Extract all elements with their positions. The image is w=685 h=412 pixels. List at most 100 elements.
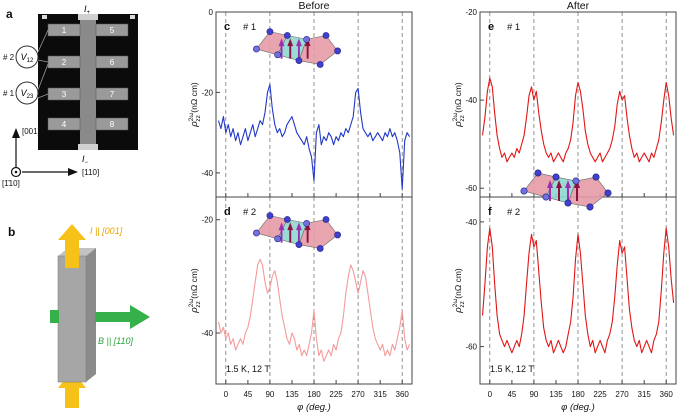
pair-tag-2: # 2 xyxy=(3,53,15,62)
series-e xyxy=(481,77,675,163)
current-in-label: I+ xyxy=(84,4,91,16)
panel-letter-a: a xyxy=(6,7,13,21)
voltmeter-v12-label: V12 xyxy=(21,52,34,64)
electrode-number: 1 xyxy=(62,26,67,35)
sample-label: # 2 xyxy=(243,207,256,218)
panel-letter-e: e xyxy=(488,21,494,33)
panel-a-device: a I+ 1 2 3 4 5 6 7 8 V12 V23 # 2 # 1 I− xyxy=(2,4,138,188)
voltmeter-v23 xyxy=(15,81,39,105)
fiducial-mark xyxy=(130,15,135,19)
electrode-number: 2 xyxy=(62,58,67,67)
panel-letter-f: f xyxy=(488,206,492,218)
x-tick-label: 180 xyxy=(571,390,585,399)
crystal-structure-graphic xyxy=(253,28,341,68)
sample-label: # 1 xyxy=(507,22,520,33)
y-tick-label: -20 xyxy=(465,8,477,17)
panel-letter-c: c xyxy=(224,21,230,33)
electrode-pad xyxy=(95,87,129,101)
sample-label: # 2 xyxy=(507,207,520,218)
x-axis-label: φ (deg.) xyxy=(297,402,331,412)
y-tick-label: -20 xyxy=(201,216,213,225)
y-tick-label: -20 xyxy=(201,88,213,97)
field-direction-label: B || [110] xyxy=(98,336,134,346)
voltmeter-v12 xyxy=(15,45,39,69)
hall-bar xyxy=(80,14,96,150)
electrode-pad xyxy=(95,55,129,69)
x-tick-label: 180 xyxy=(307,390,321,399)
electrode-number: 3 xyxy=(62,90,67,99)
sample-bar xyxy=(57,248,96,383)
x-tick-label: 90 xyxy=(265,390,274,399)
x-tick-label: 135 xyxy=(549,390,563,399)
electrode-number: 8 xyxy=(110,120,115,129)
x-axis-label: φ (deg.) xyxy=(561,402,595,412)
before-column: Before 0 -20 -40 c # 1 ρ2ωzz (nΩ cm) -20 -40 d # … xyxy=(186,0,420,412)
panel-letter-d: d xyxy=(224,206,231,218)
y-tick-label: -40 xyxy=(465,218,477,227)
x-tick-label: 0 xyxy=(224,390,229,399)
y-tick-label: -40 xyxy=(201,329,213,338)
electrode-number: 7 xyxy=(110,90,115,99)
axis-1bar10-label: [1̄10] xyxy=(2,179,20,188)
crystal-structure-inset-c xyxy=(248,20,346,78)
series-c xyxy=(217,83,411,190)
x-tick-label: 360 xyxy=(660,390,674,399)
voltmeter-v23-label: V23 xyxy=(21,88,34,100)
crystal-structure-graphic xyxy=(253,212,341,252)
current-direction-label: I || [001] xyxy=(90,226,123,236)
crystal-axes xyxy=(10,128,78,178)
current-out-label: I− xyxy=(82,154,89,166)
series-f xyxy=(481,227,675,354)
column-title-after: After xyxy=(566,0,590,12)
voltmeter-wires xyxy=(37,29,49,99)
field-arrow xyxy=(95,305,150,329)
x-tick-label: 315 xyxy=(374,390,388,399)
conditions-label: 1.5 K, 12 T xyxy=(490,364,534,374)
x-tick-label: 270 xyxy=(615,390,629,399)
y-axis-label: ρ2ωzz (nΩ cm) xyxy=(452,82,466,128)
pair-tag-1: # 1 xyxy=(3,89,15,98)
electrode-pad xyxy=(47,117,81,131)
x-tick-label: 135 xyxy=(285,390,299,399)
sample-label: # 1 xyxy=(243,22,256,33)
x-tick-label: 360 xyxy=(396,390,410,399)
crystal-structure-graphic xyxy=(520,169,612,211)
y-tick-label: -60 xyxy=(465,184,477,193)
x-tick-label: 225 xyxy=(593,390,607,399)
electrode-pad xyxy=(95,23,129,37)
x-tick-label: 90 xyxy=(529,390,538,399)
axis-110-label: [110] xyxy=(82,168,99,177)
axis-001-label: [001] xyxy=(22,127,40,136)
contact-left xyxy=(50,310,59,323)
x-tick-label: 45 xyxy=(243,390,252,399)
crystal-structure-inset-d xyxy=(248,204,346,262)
electrode-number: 5 xyxy=(110,26,115,35)
x-tick-label: 45 xyxy=(507,390,516,399)
y-tick-label: -40 xyxy=(465,96,477,105)
y-axis-label: ρ2ωzz (nΩ cm) xyxy=(188,268,202,314)
electrode-number: 6 xyxy=(110,58,115,67)
y-tick-label: -60 xyxy=(465,343,477,352)
bottom-lead xyxy=(78,144,98,150)
top-lead xyxy=(78,14,98,20)
x-tick-label: 0 xyxy=(488,390,493,399)
y-axis-label: ρ2ωzz (nΩ cm) xyxy=(452,268,466,314)
panel-letter-b: b xyxy=(8,225,15,239)
conditions-label: 1.5 K, 12 T xyxy=(226,364,270,374)
x-tick-label: 315 xyxy=(638,390,652,399)
electrode-number: 4 xyxy=(62,120,67,129)
y-tick-label: -40 xyxy=(201,169,213,178)
y-tick-label: 0 xyxy=(209,8,214,17)
panel-b-geometry: b I || [001] B || [110] xyxy=(8,224,150,408)
fiducial-mark xyxy=(42,15,47,19)
after-column: After -20 -40 -60 e # 1 ρ2ωzz (nΩ cm) -40 -60 f #… xyxy=(450,0,684,412)
current-arrow-top xyxy=(58,224,86,268)
y-axis-label: ρ2ωzz (nΩ cm) xyxy=(188,82,202,128)
crystal-structure-inset-ef xyxy=(516,160,616,222)
x-tick-label: 225 xyxy=(329,390,343,399)
series-d xyxy=(217,258,411,362)
electrode-pad xyxy=(95,117,129,131)
column-title-before: Before xyxy=(298,0,330,12)
